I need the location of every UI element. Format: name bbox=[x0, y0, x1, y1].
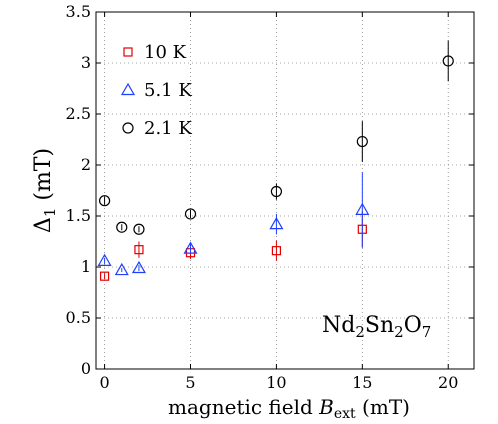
y-tick-label: 0.5 bbox=[66, 308, 91, 327]
x-tick-label: 0 bbox=[99, 373, 109, 392]
y-tick-label: 3.5 bbox=[66, 2, 91, 21]
formula-element: O bbox=[404, 313, 422, 338]
data-point-2-1-k bbox=[270, 185, 283, 198]
y-tick-label: 2.5 bbox=[66, 104, 91, 123]
data-point-2-1-k bbox=[133, 223, 145, 235]
x-axis-label-part: B bbox=[318, 395, 334, 419]
formula-subscript: 2 bbox=[355, 323, 365, 341]
legend-marker-2-1-k bbox=[122, 122, 134, 134]
plot-area bbox=[96, 12, 474, 369]
data-point-5-1-k bbox=[114, 262, 129, 276]
data-point-2-1-k bbox=[356, 135, 368, 148]
data-point-10-k bbox=[271, 246, 282, 256]
data-point-5-1-k bbox=[131, 260, 146, 274]
y-tick-label: 3 bbox=[81, 53, 91, 72]
data-point-2-1-k bbox=[184, 208, 197, 220]
compound-label: Nd2Sn2O7 bbox=[322, 313, 431, 341]
x-axis-label-part: magnetic field bbox=[168, 395, 319, 419]
data-point-2-1-k bbox=[442, 55, 454, 67]
data-point-2-1-k bbox=[98, 195, 111, 207]
formula-subscript: 7 bbox=[422, 323, 432, 341]
y-axis-label: Δ1 (mT) bbox=[31, 148, 59, 233]
data-point-5-1-k bbox=[269, 216, 284, 230]
x-axis-label-part: ext bbox=[334, 406, 356, 422]
data-point-5-1-k bbox=[355, 202, 370, 215]
y-axis-label-part: Δ bbox=[31, 217, 56, 233]
x-tick-label: 15 bbox=[352, 373, 372, 392]
y-tick-label: 1 bbox=[81, 257, 91, 276]
formula-element: Nd bbox=[322, 313, 355, 338]
x-axis-label: magnetic field Bext (mT) bbox=[168, 395, 410, 422]
plot-frame bbox=[95, 11, 475, 370]
data-point-10-k bbox=[99, 271, 110, 281]
formula-subscript: 2 bbox=[394, 323, 404, 341]
legend-marker-5-1-k bbox=[120, 82, 136, 96]
x-tick-label: 5 bbox=[185, 373, 195, 392]
y-axis-label-part: (mT) bbox=[31, 148, 56, 208]
y-tick-label: 1.5 bbox=[66, 206, 91, 225]
data-point-5-1-k bbox=[183, 241, 198, 254]
formula-element: Sn bbox=[365, 313, 394, 338]
data-point-5-1-k bbox=[97, 253, 112, 266]
legend-marker-10-k bbox=[123, 47, 133, 57]
legend-label-10-k: 10 K bbox=[144, 42, 187, 63]
x-axis-label-part: (mT) bbox=[356, 395, 410, 419]
y-tick-label: 0 bbox=[81, 359, 91, 378]
legend-label-2-1-k: 2.1 K bbox=[144, 118, 192, 139]
data-point-2-1-k bbox=[116, 221, 128, 233]
x-tick-label: 20 bbox=[438, 373, 458, 392]
x-tick-label: 10 bbox=[266, 373, 286, 392]
data-point-10-k bbox=[134, 245, 144, 255]
legend-label-5-1-k: 5.1 K bbox=[144, 80, 192, 101]
y-tick-label: 2 bbox=[81, 155, 91, 174]
y-axis-label-part: 1 bbox=[41, 208, 59, 218]
